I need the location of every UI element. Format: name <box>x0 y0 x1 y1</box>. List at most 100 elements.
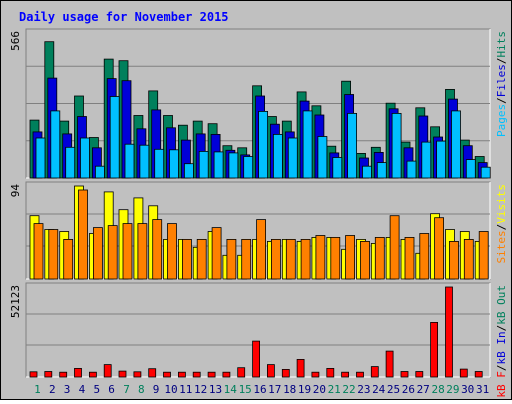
day-label-3: 3 <box>64 383 71 396</box>
bar-pages-day-14 <box>228 152 239 179</box>
legend-entry: / <box>495 97 508 104</box>
bar-pages-day-7 <box>124 143 135 179</box>
day-label-4: 4 <box>79 383 86 396</box>
legend-entry: / <box>495 58 508 65</box>
legend-entry: kB Out <box>495 285 508 325</box>
bar-pages-day-17 <box>272 133 283 179</box>
bar-pages-day-5 <box>95 165 105 179</box>
bar-pages-day-20 <box>317 136 328 179</box>
day-label-31: 31 <box>476 383 489 396</box>
day-label-7: 7 <box>123 383 130 396</box>
day-label-8: 8 <box>138 383 145 396</box>
bar-sites-day-21 <box>330 236 341 280</box>
bar-kb-f-day-8 <box>133 371 142 378</box>
bar-pages-day-24 <box>376 162 387 179</box>
day-label-6: 6 <box>108 383 115 396</box>
day-label-20: 20 <box>313 383 326 396</box>
bar-kb-f-day-21 <box>326 367 335 378</box>
y-max-label: 566 <box>9 31 22 51</box>
bar-pages-day-15 <box>243 156 254 179</box>
bar-sites-day-26 <box>404 236 415 280</box>
legend-entry: / <box>495 365 508 372</box>
bar-pages-day-27 <box>421 141 432 179</box>
bar-kb-f-day-15 <box>237 367 246 378</box>
bar-sites-day-10 <box>167 223 177 280</box>
legend-kbytes: kB F/kB In/kB Out <box>495 285 508 398</box>
bar-kb-f-day-14 <box>222 371 231 378</box>
bar-sites-day-28 <box>434 217 445 280</box>
day-label-18: 18 <box>283 383 296 396</box>
bar-sites-day-12 <box>196 238 207 280</box>
legend-entry: Files <box>495 64 508 97</box>
bar-pages-day-3 <box>65 146 76 179</box>
bar-kb-f-day-26 <box>400 371 409 378</box>
bar-kb-f-day-13 <box>207 371 216 378</box>
legend-entry: Visits <box>495 184 508 224</box>
legend-entry: kB In <box>495 331 508 364</box>
day-label-1: 1 <box>34 383 41 396</box>
bar-pages-day-9 <box>154 148 165 179</box>
bar-pages-day-12 <box>198 150 209 179</box>
panel-hits-files-pages: 566 <box>9 28 491 179</box>
day-label-29: 29 <box>446 383 459 396</box>
bar-pages-day-13 <box>213 151 224 179</box>
bar-pages-day-11 <box>183 163 194 179</box>
day-label-10: 10 <box>164 383 177 396</box>
day-label-9: 9 <box>153 383 160 396</box>
bar-kb-f-day-24 <box>370 366 379 378</box>
day-label-26: 26 <box>402 383 415 396</box>
bar-kb-f-day-3 <box>59 371 68 378</box>
panel-kbytes: 52123 <box>9 282 491 378</box>
legend-entry: / <box>495 224 508 231</box>
bar-sites-day-17 <box>270 238 281 280</box>
day-label-27: 27 <box>417 383 430 396</box>
bar-kb-f-day-16 <box>252 340 261 378</box>
bar-sites-day-7 <box>122 223 133 280</box>
day-label-2: 2 <box>49 383 56 396</box>
legend-visits-sites: Sites/Visits <box>495 184 508 264</box>
bar-kb-f-day-11 <box>177 371 186 378</box>
chart-title: Daily usage for November 2015 <box>19 10 229 24</box>
bar-sites-day-9 <box>152 219 163 280</box>
day-label-12: 12 <box>194 383 207 396</box>
panel-visits-sites: 94 <box>9 181 491 280</box>
bar-kb-f-day-1 <box>29 371 38 378</box>
legend-entry: Pages <box>495 104 508 137</box>
day-label-19: 19 <box>298 383 311 396</box>
bar-pages-day-8 <box>139 144 150 179</box>
bar-pages-day-2 <box>50 110 61 179</box>
day-label-17: 17 <box>268 383 281 396</box>
bar-kb-f-day-12 <box>192 371 201 378</box>
bar-sites-day-15 <box>241 238 252 280</box>
bar-sites-day-30 <box>463 238 474 280</box>
bar-kb-f-day-7 <box>118 370 127 378</box>
bar-sites-day-4 <box>78 189 88 280</box>
bar-sites-day-31 <box>478 231 489 280</box>
legend-entry: kB F <box>495 371 508 398</box>
bar-sites-day-24 <box>374 236 385 280</box>
bar-pages-day-19 <box>302 110 313 179</box>
legend-entry: / <box>495 325 508 332</box>
bar-kb-f-day-9 <box>148 368 157 378</box>
bar-sites-day-18 <box>285 238 296 280</box>
day-label-24: 24 <box>372 383 386 396</box>
bar-sites-day-3 <box>63 238 74 280</box>
day-label-21: 21 <box>328 383 341 396</box>
bar-sites-day-29 <box>449 240 459 280</box>
day-label-15: 15 <box>239 383 252 396</box>
day-label-5: 5 <box>93 383 100 396</box>
legend-entry: Sites <box>495 230 508 263</box>
day-label-11: 11 <box>179 383 192 396</box>
bar-kb-f-day-18 <box>281 368 290 378</box>
bar-sites-day-1 <box>33 223 44 280</box>
bar-kb-f-day-29 <box>445 286 453 378</box>
bar-sites-day-16 <box>256 219 267 280</box>
day-label-28: 28 <box>431 383 444 396</box>
bar-sites-day-2 <box>48 229 59 280</box>
bar-pages-day-31 <box>480 166 491 179</box>
bar-pages-day-16 <box>258 111 269 179</box>
bar-pages-day-6 <box>109 96 120 179</box>
legend-hits-files-pages: Pages/Files/Hits <box>495 31 508 137</box>
